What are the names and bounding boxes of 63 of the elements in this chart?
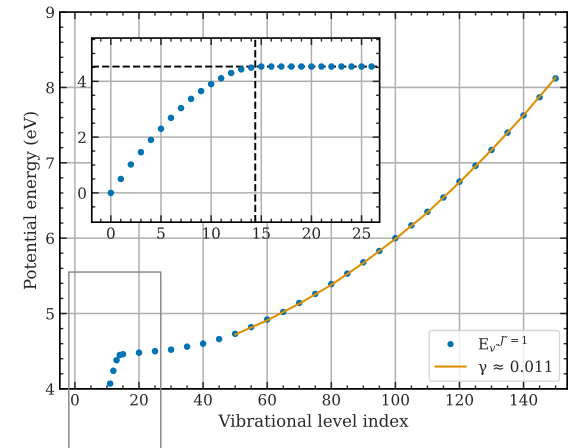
point [218, 74, 224, 82]
point [110, 368, 117, 374]
point [248, 64, 254, 71]
x-tick-label: 100 [382, 394, 409, 406]
y-tick-label: 6 [46, 232, 54, 244]
y-tick-label: 4 [78, 76, 86, 88]
y-axis-title: Potential energy (eV) [23, 112, 40, 290]
x-axis-title: Vibrational level index [218, 414, 408, 427]
legend-label: γ ≈ 0.011 [478, 360, 552, 376]
x-tick-label: 20 [130, 394, 148, 406]
x-tick-label: 60 [258, 394, 276, 406]
legend-label: E$_{v″}$$^{J″=1}$ [478, 336, 526, 352]
point [328, 63, 335, 70]
y-tick-label: 5 [46, 308, 54, 320]
y-tick-label: 7 [46, 157, 54, 169]
point [106, 380, 114, 387]
x-tick-label: 40 [194, 394, 212, 406]
point [118, 176, 124, 182]
point [113, 356, 120, 364]
point [228, 70, 234, 76]
point [200, 340, 206, 347]
point [368, 63, 375, 70]
point [208, 80, 214, 88]
point [158, 125, 164, 132]
point [188, 96, 194, 102]
point [258, 63, 265, 70]
x-tick-label: 25 [352, 227, 370, 239]
point [298, 63, 305, 70]
x-tick-label: 5 [157, 228, 165, 239]
point [358, 63, 365, 70]
point [338, 63, 345, 70]
y-tick-label: 9 [46, 6, 54, 18]
point [168, 346, 174, 353]
x-tick-label: 80 [322, 394, 340, 406]
point [216, 336, 222, 342]
point [268, 63, 275, 70]
point [168, 114, 174, 122]
x-tick-label: 140 [510, 394, 538, 406]
point [148, 136, 154, 144]
point [136, 349, 142, 356]
point [308, 63, 315, 70]
y-tick-label: 0 [78, 187, 86, 199]
point [152, 348, 158, 354]
point [120, 350, 126, 358]
point [278, 63, 285, 70]
x-tick-label: 15 [253, 227, 270, 239]
point [288, 63, 295, 70]
point [138, 148, 144, 156]
x-tick-label: 20 [302, 227, 320, 239]
x-tick-label: 120 [446, 394, 474, 406]
point [128, 161, 134, 168]
point [108, 190, 114, 196]
y-tick-label: 8 [46, 82, 54, 94]
point [348, 63, 355, 70]
point [198, 88, 204, 94]
point [184, 343, 190, 350]
y-tick-label: 2 [78, 132, 86, 143]
point [318, 63, 325, 70]
x-tick-label: 10 [203, 227, 220, 239]
x-tick-label: 0 [106, 227, 115, 239]
y-tick-label: 4 [46, 383, 54, 395]
point [178, 104, 184, 112]
point [238, 66, 244, 73]
